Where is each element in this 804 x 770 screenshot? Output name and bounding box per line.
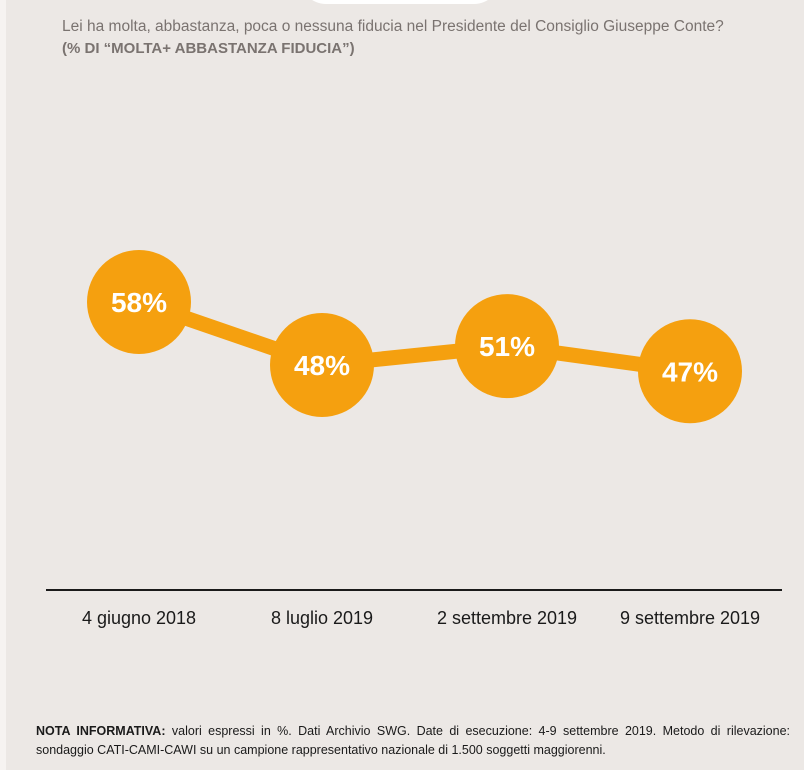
x-tick-label: 9 settembre 2019 [620,608,760,628]
info-note-label: NOTA INFORMATIVA: [36,724,166,738]
survey-question: Lei ha molta, abbastanza, poca o nessuna… [62,18,724,35]
top-strip [0,0,804,8]
chart-subtitle: (% DI “MOLTA+ ABBASTANZA FIDUCIA”) [62,40,355,57]
data-point-layer: 58% 48% 51% 47% [87,250,742,424]
data-label: 48% [294,350,350,381]
data-point-bubble [87,250,191,354]
data-point-bubble [638,319,742,424]
x-tick-label: 8 luglio 2019 [271,608,373,628]
data-label: 51% [479,331,535,362]
top-tab-decoration [300,0,500,4]
info-note: NOTA INFORMATIVA: valori espressi in %. … [36,722,790,760]
x-tick-label-layer: 4 giugno 2018 8 luglio 2019 2 settembre 20… [82,608,760,628]
data-label: 58% [111,287,167,318]
data-label: 47% [662,356,718,387]
data-point-bubble [455,294,559,399]
info-note-text: valori espressi in %. Dati Archivio SWG.… [36,724,791,757]
trend-chart: 58% 48% 51% 47% 4 giugno 2018 8 luglio 2019 2… [46,250,782,628]
x-tick-label: 2 settembre 2019 [437,608,577,628]
series-line-layer [136,294,692,379]
data-point-bubble [270,313,374,417]
left-edge-decoration [0,0,6,770]
x-tick-label: 4 giugno 2018 [82,608,196,628]
